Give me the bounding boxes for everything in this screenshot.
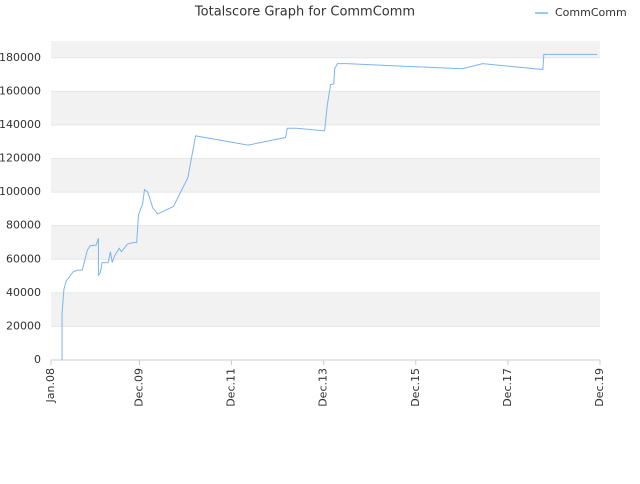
y-tick-label: 60000 <box>6 252 41 265</box>
x-tick-label: Dec.17 <box>501 368 514 407</box>
legend-label: CommComm <box>555 6 627 19</box>
x-tick-label: Dec.09 <box>132 368 145 407</box>
grid-band <box>51 158 600 193</box>
y-tick-label: 20000 <box>6 319 41 332</box>
y-tick-label: 80000 <box>6 219 41 232</box>
x-tick-label: Jan.08 <box>44 368 57 403</box>
chart-title: Totalscore Graph for CommComm <box>194 5 415 20</box>
y-tick-label: 160000 <box>0 84 41 97</box>
grid-band <box>51 41 600 58</box>
series-line <box>61 53 598 360</box>
y-tick-label: 140000 <box>0 118 41 131</box>
y-tick-label: 0 <box>34 353 41 366</box>
y-tick-label: 120000 <box>0 152 41 165</box>
x-tick-label: Dec.13 <box>317 368 330 407</box>
y-tick-label: 180000 <box>0 51 41 64</box>
grid-band <box>51 292 600 327</box>
x-tick-label: Dec.15 <box>409 368 422 407</box>
y-tick-label: 100000 <box>0 185 41 198</box>
grid-band <box>51 225 600 260</box>
x-tick-label: Dec.19 <box>593 368 606 407</box>
x-tick-label: Dec.11 <box>225 368 238 407</box>
y-tick-label: 40000 <box>6 286 41 299</box>
